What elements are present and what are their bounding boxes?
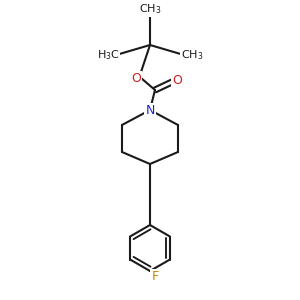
Text: H$_3$C: H$_3$C bbox=[97, 48, 119, 62]
Text: F: F bbox=[152, 269, 159, 283]
Text: CH$_3$: CH$_3$ bbox=[139, 2, 161, 16]
Text: N: N bbox=[145, 103, 155, 116]
Text: O: O bbox=[131, 71, 141, 85]
Text: O: O bbox=[172, 74, 182, 86]
Text: CH$_3$: CH$_3$ bbox=[181, 48, 203, 62]
